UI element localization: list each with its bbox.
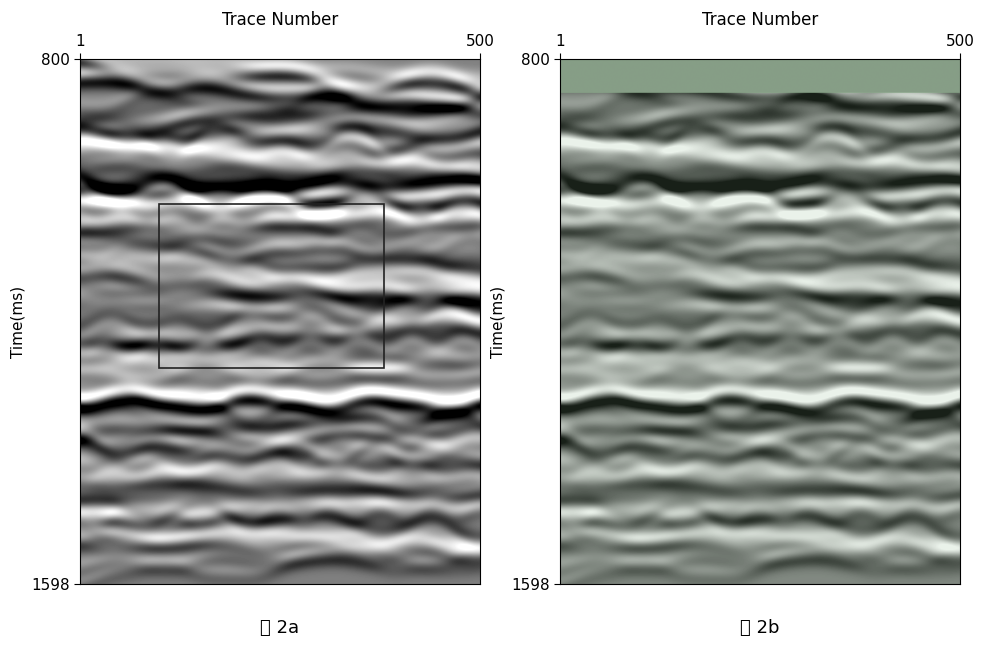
Y-axis label: Time(ms): Time(ms) — [490, 285, 505, 358]
Title: Trace Number: Trace Number — [702, 11, 818, 30]
Text: 图 2b: 图 2b — [740, 619, 780, 637]
Y-axis label: Time(ms): Time(ms) — [10, 285, 25, 358]
Text: 图 2a: 图 2a — [260, 619, 300, 637]
Bar — [159, 204, 384, 368]
Title: Trace Number: Trace Number — [222, 11, 338, 30]
